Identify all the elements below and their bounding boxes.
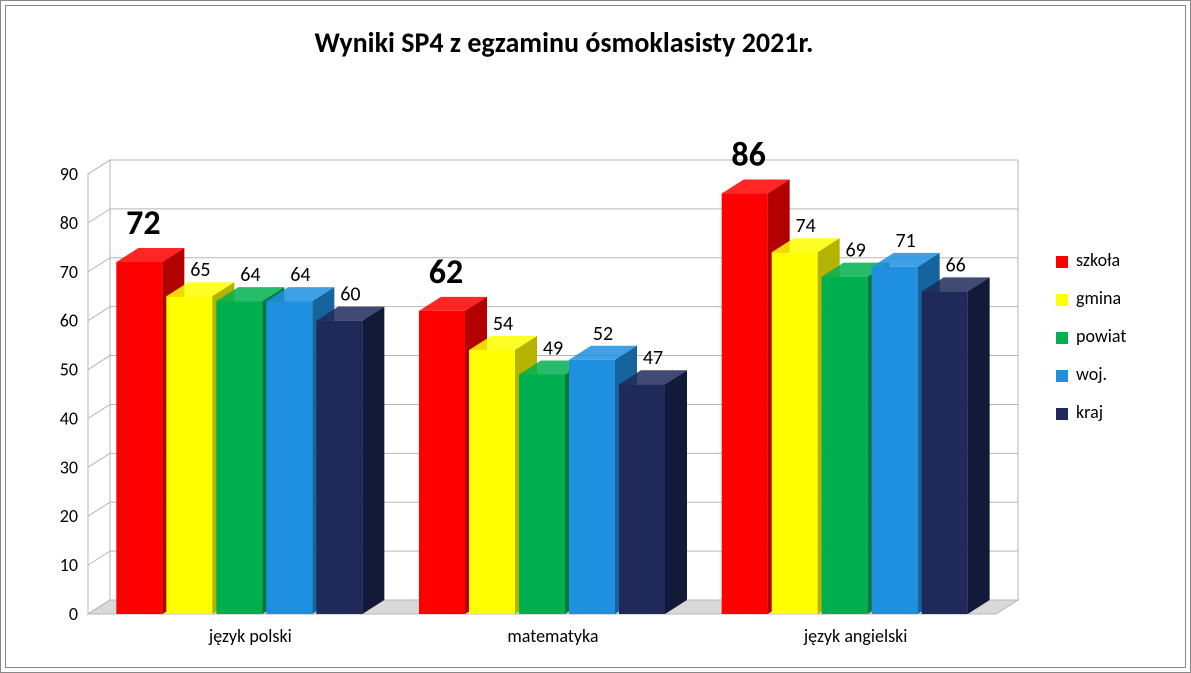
data-label: 66 <box>946 253 966 277</box>
bar-front <box>316 321 362 614</box>
bar-front <box>619 384 665 614</box>
chart-frame-inner: Wyniki SP4 z egzaminu ósmoklasisty 2021r… <box>5 5 1186 668</box>
legend-marker <box>1056 408 1068 420</box>
legend-label: gmina <box>1076 287 1121 309</box>
data-label: 69 <box>846 239 866 263</box>
data-label: 49 <box>543 336 563 360</box>
legend-label: kraj <box>1076 401 1103 423</box>
legend-label: szkoła <box>1076 249 1120 271</box>
bar-front <box>722 194 768 614</box>
y-tick-label: 70 <box>60 261 78 283</box>
bar-front <box>266 301 312 614</box>
legend-marker <box>1056 294 1068 306</box>
bar-side <box>665 370 687 614</box>
data-label: 47 <box>643 346 663 370</box>
y-tick-label: 20 <box>60 505 78 527</box>
y-tick-label: 30 <box>60 456 78 478</box>
y-tick-label: 10 <box>60 554 78 576</box>
category-label: język polski <box>208 625 292 647</box>
bar-front <box>166 296 212 614</box>
bar-side <box>362 307 384 614</box>
bar-front <box>872 267 918 614</box>
y-tick-label: 50 <box>60 359 78 381</box>
legend-label: woj. <box>1076 363 1107 385</box>
bar-side <box>968 277 990 614</box>
data-label: 72 <box>126 203 160 244</box>
y-tick-label: 60 <box>60 310 78 332</box>
data-label: 52 <box>593 322 613 346</box>
data-label: 71 <box>896 229 916 253</box>
legend-label: powiat <box>1076 325 1126 347</box>
data-label: 54 <box>493 312 513 336</box>
legend-marker <box>1056 256 1068 268</box>
bar-front <box>116 262 162 614</box>
y-tick-label: 0 <box>69 603 78 625</box>
legend-marker <box>1056 332 1068 344</box>
bar-front <box>822 277 868 614</box>
side-wall <box>88 160 110 614</box>
bar-front <box>569 360 615 614</box>
data-label: 65 <box>190 258 210 282</box>
y-tick-label: 80 <box>60 212 78 234</box>
category-label: język angielski <box>803 625 908 647</box>
bar-front <box>216 301 262 614</box>
bar-chart-3d: Wyniki SP4 z egzaminu ósmoklasisty 2021r… <box>6 6 1185 667</box>
legend-marker <box>1056 370 1068 382</box>
bar-front <box>519 374 565 614</box>
bar-front <box>922 291 968 614</box>
chart-title: Wyniki SP4 z egzaminu ósmoklasisty 2021r… <box>315 25 814 60</box>
bar-front <box>419 311 465 614</box>
bar-front <box>469 350 515 614</box>
y-tick-label: 40 <box>60 407 78 429</box>
data-label: 64 <box>290 263 310 287</box>
data-label: 62 <box>429 252 463 293</box>
data-label: 60 <box>340 283 360 307</box>
chart-frame-outer: Wyniki SP4 z egzaminu ósmoklasisty 2021r… <box>0 0 1191 673</box>
data-label: 86 <box>731 135 765 176</box>
y-tick-label: 90 <box>60 163 78 185</box>
data-label: 64 <box>240 263 260 287</box>
data-label: 74 <box>796 214 816 238</box>
bar-front <box>772 252 818 614</box>
category-label: matematyka <box>507 625 598 647</box>
